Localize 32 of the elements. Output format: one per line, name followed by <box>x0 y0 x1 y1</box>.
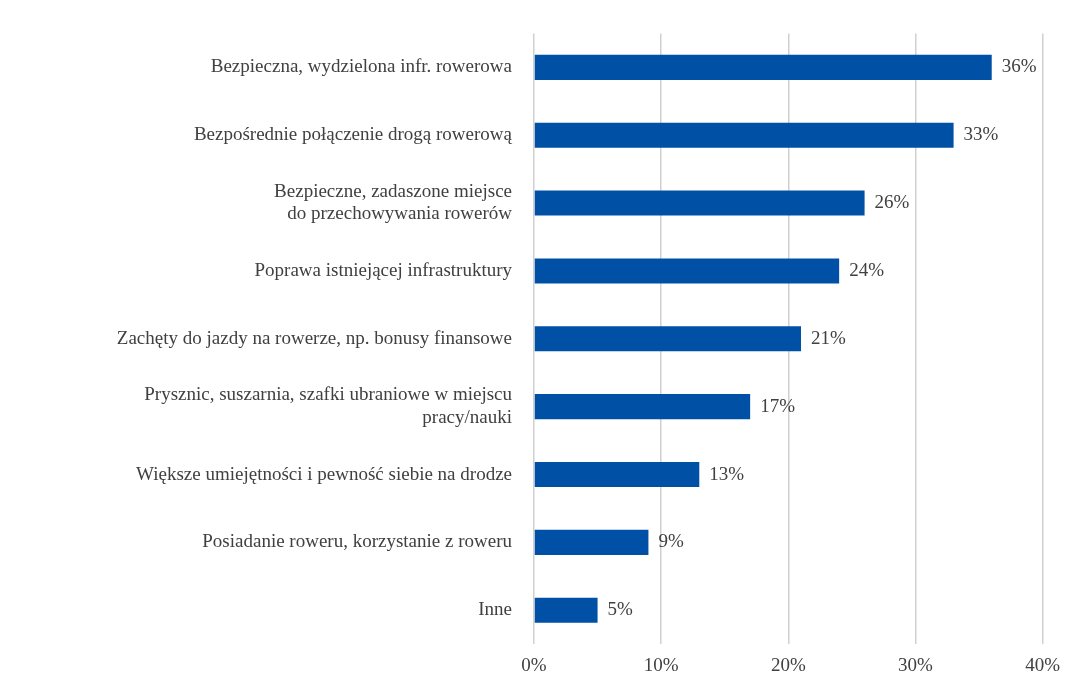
y-tick-label: Większe umiejętności i pewność siebie na drodze <box>136 462 512 484</box>
data-label: 21% <box>811 326 847 348</box>
bar <box>534 597 598 623</box>
bar <box>534 122 954 148</box>
y-tick-label: Posiadanie roweru, korzystanie z roweru <box>202 530 513 552</box>
data-label: 24% <box>849 258 885 280</box>
bar <box>534 394 751 420</box>
data-label: 33% <box>963 123 999 145</box>
x-tick-label: 40% <box>1025 653 1061 675</box>
y-tick-label: Prysznic, suszarnia, szafki ubraniowe w miejscu pracy/nauki <box>144 383 513 428</box>
data-label: 9% <box>658 530 684 552</box>
bar <box>534 461 700 488</box>
bar <box>534 258 840 284</box>
bar <box>534 326 802 352</box>
data-label: 5% <box>607 598 634 620</box>
data-label: 26% <box>874 191 910 213</box>
bar <box>534 54 992 80</box>
data-label: 36% <box>1001 55 1037 77</box>
x-tick-label: 10% <box>643 653 679 675</box>
bar <box>534 529 649 555</box>
x-tick-label: 0% <box>521 653 547 675</box>
y-tick-label: Bezpieczna, wydzielona infr. rowerowa <box>210 55 513 77</box>
x-tick-label: 30% <box>898 653 934 675</box>
data-label: 17% <box>760 394 796 416</box>
y-tick-label: Bezpieczne, zadaszone miejsce do przechowywania rowerów <box>274 179 513 224</box>
data-label: 13% <box>709 462 745 484</box>
y-tick-label: Poprawa istniejącej infrastruktury <box>254 258 513 280</box>
y-tick-label: Bezpośrednie połączenie drogą rowerową <box>193 123 513 145</box>
x-tick-label: 20% <box>770 653 806 675</box>
y-tick-label: Zachęty do jazdy na rowerze, np. bonusy finansowe <box>116 326 512 348</box>
y-tick-label: Inne <box>478 598 512 620</box>
bar <box>534 190 865 216</box>
